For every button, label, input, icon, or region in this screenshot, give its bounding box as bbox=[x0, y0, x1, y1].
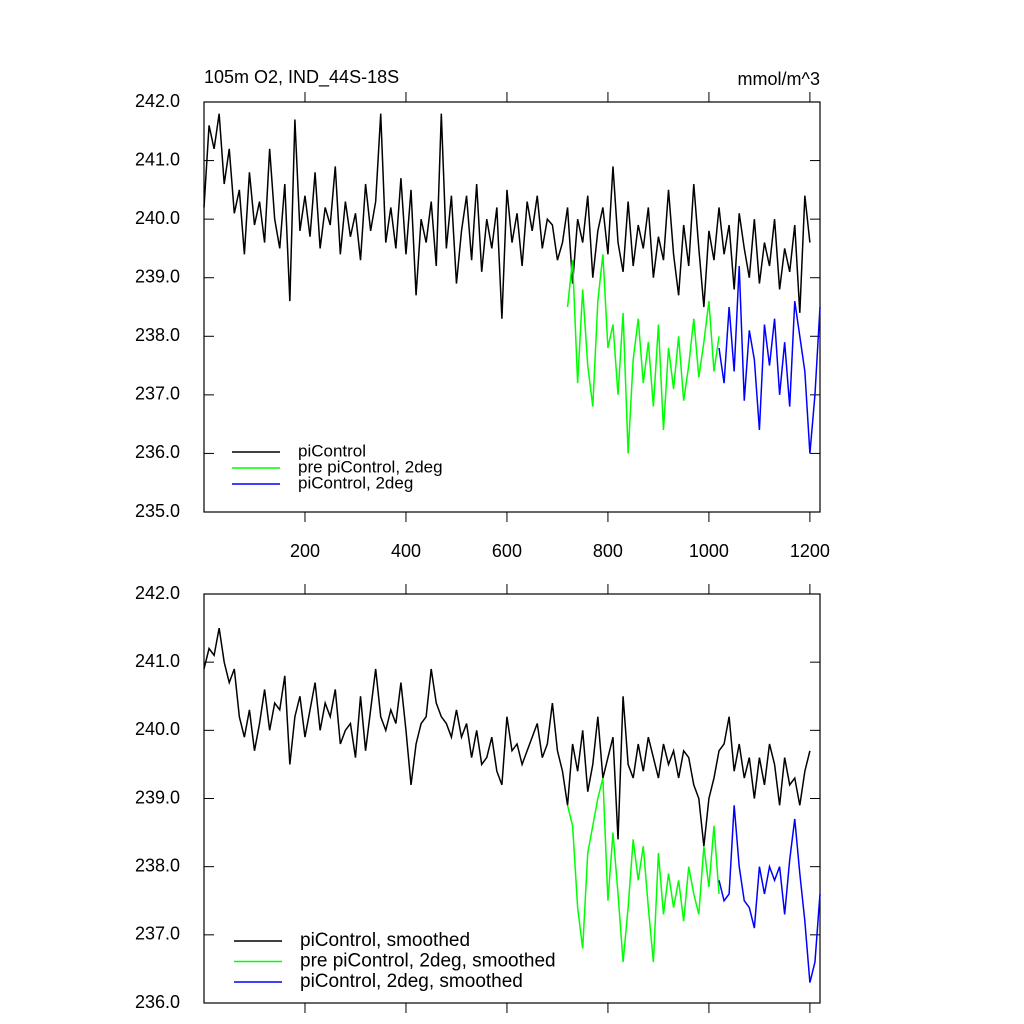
x-tick-label: 800 bbox=[593, 541, 623, 561]
y-tick-label: 236.0 bbox=[135, 992, 180, 1012]
y-tick-label: 240.0 bbox=[135, 719, 180, 739]
chart-title: 105m O2, IND_44S-18S bbox=[204, 67, 399, 88]
data-line bbox=[203, 627, 811, 847]
legend-label: pre piControl, 2deg bbox=[298, 457, 443, 476]
y-tick-label: 241.0 bbox=[135, 651, 180, 671]
x-tick-label: 400 bbox=[391, 541, 421, 561]
x-tick-label: 600 bbox=[492, 541, 522, 561]
x-tick-label: 200 bbox=[290, 541, 320, 561]
legend-label: piControl, smoothed bbox=[300, 930, 470, 951]
y-tick-label: 238.0 bbox=[135, 325, 180, 345]
y-tick-label: 242.0 bbox=[135, 583, 180, 603]
y-tick-label: 237.0 bbox=[135, 384, 180, 404]
y-tick-label: 238.0 bbox=[135, 855, 180, 875]
y-tick-label: 241.0 bbox=[135, 149, 180, 169]
x-tick-label: 1200 bbox=[790, 541, 830, 561]
data-line bbox=[203, 113, 811, 319]
y-tick-label: 236.0 bbox=[135, 442, 180, 462]
units-label: mmol/m^3 bbox=[738, 69, 820, 89]
data-line bbox=[718, 805, 821, 983]
data-line bbox=[718, 265, 821, 454]
legend-label: piControl bbox=[298, 441, 366, 460]
x-tick-label: 1000 bbox=[689, 541, 729, 561]
data-line bbox=[566, 777, 720, 963]
y-tick-label: 239.0 bbox=[135, 266, 180, 286]
y-tick-label: 237.0 bbox=[135, 924, 180, 944]
y-tick-label: 240.0 bbox=[135, 208, 180, 228]
y-tick-label: 239.0 bbox=[135, 787, 180, 807]
plot-frame bbox=[203, 593, 821, 1004]
legend-label: piControl, 2deg bbox=[298, 473, 413, 492]
y-tick-label: 235.0 bbox=[135, 501, 180, 521]
legend-label: pre piControl, 2deg, smoothed bbox=[300, 951, 556, 972]
legend-label: piControl, 2deg, smoothed bbox=[300, 971, 523, 992]
y-tick-label: 242.0 bbox=[135, 91, 180, 111]
data-line bbox=[566, 254, 720, 454]
